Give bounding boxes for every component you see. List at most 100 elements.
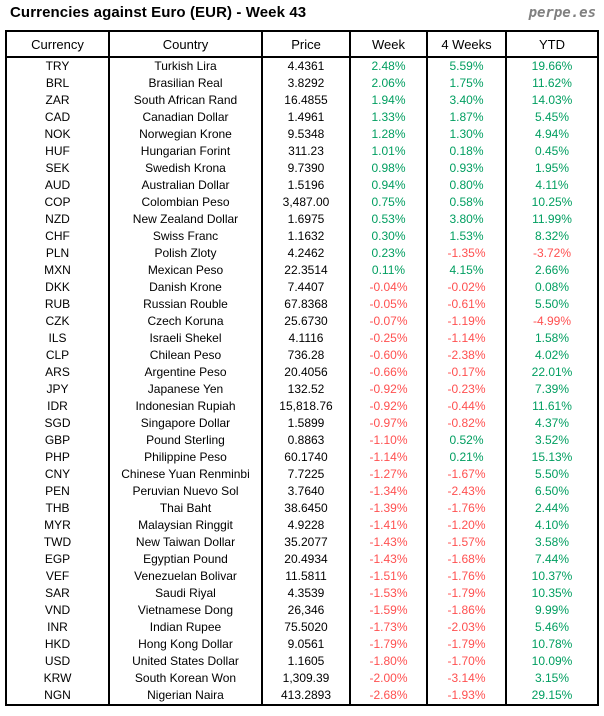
country-cell: Singapore Dollar bbox=[110, 415, 263, 432]
table-row: BRL Brasilian Real 3.8292 2.06% 1.75% 11.62% bbox=[7, 75, 597, 92]
currency-code-cell: EGP bbox=[7, 551, 110, 568]
country-cell: Swedish Krona bbox=[110, 160, 263, 177]
price-cell: 4.1116 bbox=[263, 330, 351, 347]
table-row: ARS Argentine Peso 20.4056 -0.66% -0.17% 22.0… bbox=[7, 364, 597, 381]
ytd-change-cell: 4.02% bbox=[534, 348, 570, 362]
currency-code-cell: HUF bbox=[7, 143, 110, 160]
price-cell: 26,346 bbox=[263, 602, 351, 619]
country-cell: Egyptian Pound bbox=[110, 551, 263, 568]
currency-code-cell: ARS bbox=[7, 364, 110, 381]
price-cell: 15,818.76 bbox=[263, 398, 351, 415]
four-weeks-change-cell: 0.21% bbox=[428, 449, 507, 466]
price-cell: 311.23 bbox=[263, 143, 351, 160]
table-row: DKK Danish Krone 7.4407 -0.04% -0.02% 0.08% bbox=[7, 279, 597, 296]
week-change-cell: -1.27% bbox=[351, 466, 428, 483]
currency-code-cell: IDR bbox=[7, 398, 110, 415]
table-row: GBP Pound Sterling 0.8863 -1.10% 0.52% 3.52% bbox=[7, 432, 597, 449]
four-weeks-change-cell: 4.15% bbox=[428, 262, 507, 279]
four-weeks-change-cell: 0.93% bbox=[428, 160, 507, 177]
ytd-change-cell: 5.45% bbox=[534, 110, 570, 124]
week-change-cell: 0.53% bbox=[351, 211, 428, 228]
four-weeks-change-cell: -1.93% bbox=[428, 687, 507, 704]
ytd-change-cell: 1.95% bbox=[534, 161, 570, 175]
ytd-change-cell: 4.94% bbox=[534, 127, 570, 141]
table-row: PLN Polish Zloty 4.2462 0.23% -1.35% -3.72% bbox=[7, 245, 597, 262]
four-weeks-change-cell: -1.86% bbox=[428, 602, 507, 619]
week-change-cell: 0.75% bbox=[351, 194, 428, 211]
price-cell: 4.2462 bbox=[263, 245, 351, 262]
week-change-cell: -1.10% bbox=[351, 432, 428, 449]
country-cell: Czech Koruna bbox=[110, 313, 263, 330]
table-row: SGD Singapore Dollar 1.5899 -0.97% -0.82% 4.3… bbox=[7, 415, 597, 432]
price-cell: 1,309.39 bbox=[263, 670, 351, 687]
price-cell: 22.3514 bbox=[263, 262, 351, 279]
week-change-cell: 0.30% bbox=[351, 228, 428, 245]
currency-code-cell: VEF bbox=[7, 568, 110, 585]
country-cell: South African Rand bbox=[110, 92, 263, 109]
four-weeks-change-cell: -1.14% bbox=[428, 330, 507, 347]
table-row: JPY Japanese Yen 132.52 -0.92% -0.23% 7.39% bbox=[7, 381, 597, 398]
country-cell: Hong Kong Dollar bbox=[110, 636, 263, 653]
currency-code-cell: SEK bbox=[7, 160, 110, 177]
table-row: NZD New Zealand Dollar 1.6975 0.53% 3.80% 11.… bbox=[7, 211, 597, 228]
currency-code-cell: NGN bbox=[7, 687, 110, 704]
country-cell: New Zealand Dollar bbox=[110, 211, 263, 228]
currency-code-cell: CAD bbox=[7, 109, 110, 126]
currency-code-cell: THB bbox=[7, 500, 110, 517]
ytd-change-cell: 15.13% bbox=[531, 450, 573, 464]
price-cell: 1.5196 bbox=[263, 177, 351, 194]
ytd-change-cell: 8.32% bbox=[534, 229, 570, 243]
ytd-change-cell: 7.39% bbox=[534, 382, 570, 396]
price-cell: 25.6730 bbox=[263, 313, 351, 330]
country-cell: Russian Rouble bbox=[110, 296, 263, 313]
table-row: PEN Peruvian Nuevo Sol 3.7640 -1.34% -2.43% 6… bbox=[7, 483, 597, 500]
four-weeks-change-cell: -1.67% bbox=[428, 466, 507, 483]
price-cell: 3.7640 bbox=[263, 483, 351, 500]
currency-code-cell: ILS bbox=[7, 330, 110, 347]
four-weeks-change-cell: 3.80% bbox=[428, 211, 507, 228]
country-cell: Polish Zloty bbox=[110, 245, 263, 262]
week-change-cell: -1.43% bbox=[351, 534, 428, 551]
currency-code-cell: GBP bbox=[7, 432, 110, 449]
price-cell: 736.28 bbox=[263, 347, 351, 364]
ytd-change-cell: 19.66% bbox=[531, 59, 573, 73]
ytd-change-cell: 11.99% bbox=[532, 212, 572, 226]
week-change-cell: -2.00% bbox=[351, 670, 428, 687]
price-cell: 38.6450 bbox=[263, 500, 351, 517]
currency-code-cell: DKK bbox=[7, 279, 110, 296]
currency-code-cell: HKD bbox=[7, 636, 110, 653]
country-cell: Peruvian Nuevo Sol bbox=[110, 483, 263, 500]
country-cell: United States Dollar bbox=[110, 653, 263, 670]
price-cell: 9.7390 bbox=[263, 160, 351, 177]
four-weeks-change-cell: 3.40% bbox=[428, 92, 507, 109]
price-cell: 413.2893 bbox=[263, 687, 351, 704]
price-cell: 35.2077 bbox=[263, 534, 351, 551]
country-cell: Swiss Franc bbox=[110, 228, 263, 245]
country-cell: Turkish Lira bbox=[110, 58, 263, 75]
week-change-cell: -0.60% bbox=[351, 347, 428, 364]
table-row: ILS Israeli Shekel 4.1116 -0.25% -1.14% 1.58% bbox=[7, 330, 597, 347]
four-weeks-change-cell: 0.18% bbox=[428, 143, 507, 160]
table-row: SAR Saudi Riyal 4.3539 -1.53% -1.79% 10.35% bbox=[7, 585, 597, 602]
four-weeks-change-cell: -2.38% bbox=[428, 347, 507, 364]
week-change-cell: -1.51% bbox=[351, 568, 428, 585]
ytd-change-cell: 4.37% bbox=[534, 416, 570, 430]
four-weeks-change-cell: 5.59% bbox=[428, 58, 507, 75]
four-weeks-change-cell: -1.76% bbox=[428, 568, 507, 585]
ytd-change-cell: 3.15% bbox=[534, 671, 570, 685]
week-change-cell: 0.98% bbox=[351, 160, 428, 177]
price-cell: 4.9228 bbox=[263, 517, 351, 534]
four-weeks-change-cell: -0.44% bbox=[428, 398, 507, 415]
week-change-cell: -1.73% bbox=[351, 619, 428, 636]
country-cell: Pound Sterling bbox=[110, 432, 263, 449]
header-4weeks: 4 Weeks bbox=[428, 32, 507, 58]
currency-code-cell: USD bbox=[7, 653, 110, 670]
week-change-cell: 1.33% bbox=[351, 109, 428, 126]
currency-code-cell: COP bbox=[7, 194, 110, 211]
table-row: HUF Hungarian Forint 311.23 1.01% 0.18% 0.45% bbox=[7, 143, 597, 160]
week-change-cell: 1.01% bbox=[351, 143, 428, 160]
four-weeks-change-cell: -1.79% bbox=[428, 585, 507, 602]
header-country: Country bbox=[110, 32, 263, 58]
ytd-change-cell: 10.35% bbox=[531, 586, 573, 600]
